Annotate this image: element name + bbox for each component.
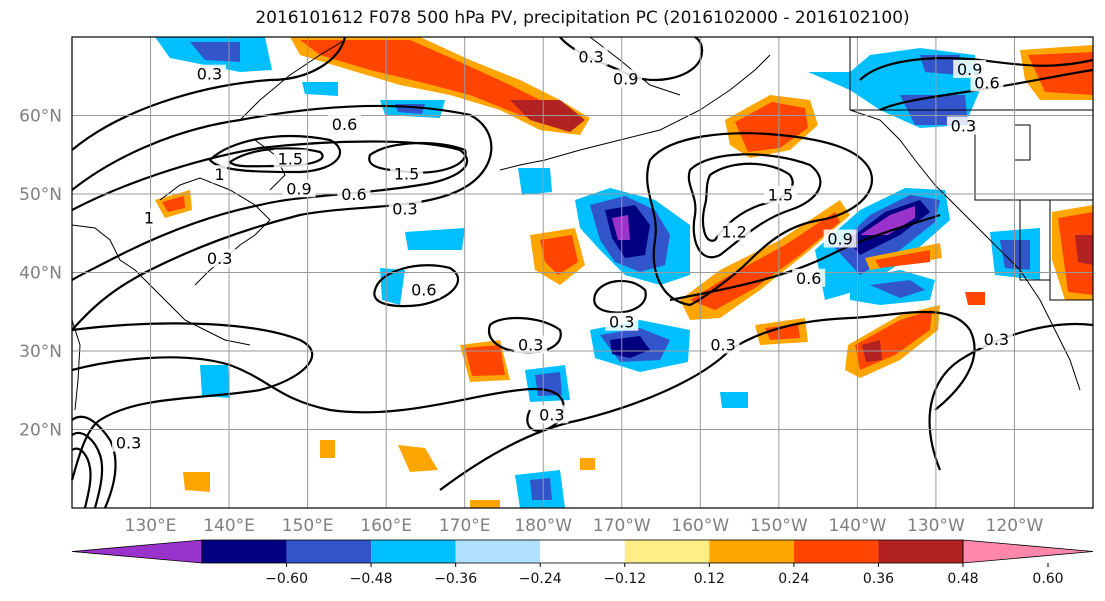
lat-tick-label: 50°N xyxy=(19,185,62,205)
colorbar-tick-label: −0.24 xyxy=(519,571,562,587)
contour-label: 0.6 xyxy=(332,115,357,134)
contour-label: 0.9 xyxy=(827,230,852,249)
contour-label-bg xyxy=(574,47,608,66)
contour-label-bg xyxy=(141,208,157,227)
colorbar-tick-label: −0.36 xyxy=(434,571,477,587)
lon-tick-label: 180°W xyxy=(514,516,572,536)
contour-label: 0.3 xyxy=(710,336,735,355)
colorbar-tick-label: 0.24 xyxy=(778,571,809,587)
colorbar-tick-label: 0.48 xyxy=(947,571,978,587)
lon-tick-label: 130°W xyxy=(907,516,965,536)
contour-label: 0.6 xyxy=(341,185,366,204)
lon-tick-label: 160°W xyxy=(671,516,729,536)
contour-label: 0.6 xyxy=(796,269,821,288)
colorbar-swatch xyxy=(540,540,625,563)
contour-label-bg xyxy=(388,199,422,218)
lat-tick-label: 30°N xyxy=(19,342,62,362)
colorbar-tick-label: 0.12 xyxy=(694,571,725,587)
contour-label-bg xyxy=(514,335,548,354)
lon-tick-label: 150°E xyxy=(282,516,334,536)
contour-label: 1 xyxy=(215,165,225,184)
contour-label-bg xyxy=(706,335,740,354)
contour-label-bg xyxy=(605,312,639,331)
contour-label-bg xyxy=(337,184,371,203)
contour-label: 0.3 xyxy=(984,330,1009,349)
contour-label-bg xyxy=(273,149,307,168)
contour-label-bg xyxy=(792,268,826,287)
lon-tick-label: 170°E xyxy=(439,516,491,536)
contour-label: 0.3 xyxy=(609,313,634,332)
contour-label: 0.9 xyxy=(286,179,311,198)
colorbar-swatch xyxy=(371,540,456,563)
contour-label: 0.3 xyxy=(392,200,417,219)
colorbar-swatch xyxy=(624,540,710,563)
colorbar-low-extend xyxy=(71,539,203,564)
graticule xyxy=(72,37,1093,508)
contour-label-bg xyxy=(717,222,751,241)
contour-label: 0.3 xyxy=(207,249,232,268)
contour-label-bg xyxy=(823,229,857,248)
contour-label: 0.3 xyxy=(539,405,564,424)
contour-label: 1.5 xyxy=(394,164,419,183)
contour-label: 0.3 xyxy=(518,336,543,355)
lon-tick-label: 140°W xyxy=(829,516,887,536)
political-boundaries xyxy=(849,37,1093,301)
contour-label: 0.3 xyxy=(951,116,976,135)
colorbar-outline xyxy=(201,539,964,564)
contour-label: 0.6 xyxy=(974,73,999,92)
contour-label-bg xyxy=(203,249,237,268)
contour-label-bg xyxy=(535,405,569,424)
latitude-labels: 60°N 50°N 40°N 30°N 20°N xyxy=(19,107,62,441)
contour-label-bg xyxy=(946,116,980,135)
lon-tick-label: 170°W xyxy=(593,516,651,536)
contour-label: 0.9 xyxy=(613,69,638,88)
map-frame xyxy=(71,36,1094,509)
colorbar-tick-label: 0.60 xyxy=(1032,571,1063,587)
colorbar-swatch xyxy=(878,540,963,563)
colorbar-swatch xyxy=(202,540,287,563)
lat-tick-label: 40°N xyxy=(19,264,62,284)
contour-label: 1.2 xyxy=(721,222,746,241)
contour-label-bg xyxy=(407,280,441,299)
contour-label-bg xyxy=(979,330,1013,349)
contour-label-bg xyxy=(970,73,1004,92)
contour-label: 0.3 xyxy=(116,434,141,453)
colorbar: −0.60 −0.48 −0.36 −0.24 −0.12 0.12 0.24 0.36 0.4… xyxy=(71,539,1094,587)
colorbar-swatch xyxy=(286,540,372,563)
lat-tick-label: 20°N xyxy=(19,421,62,441)
contour-label: 1 xyxy=(144,208,154,227)
lon-tick-label: 160°E xyxy=(360,516,412,536)
colorbar-tick-label: −0.48 xyxy=(350,571,393,587)
contour-labels: 0.3 0.6 1.5 1.5 1 0.9 0.6 0.3 1 0.3 0.6 0.3 0.3 0.3 0.… xyxy=(112,47,1013,453)
contour-label-bg xyxy=(212,165,228,184)
colorbar-swatch xyxy=(793,540,879,563)
contour-label: 1.5 xyxy=(278,149,303,168)
contour-label: 1.5 xyxy=(768,186,793,205)
map-title: 2016101612 F078 500 hPa PV, precipitatio… xyxy=(255,8,910,28)
contour-label: 0.6 xyxy=(411,281,436,300)
colorbar-tick-label: 0.36 xyxy=(863,571,894,587)
contour-label: 0.3 xyxy=(197,65,222,84)
lon-tick-label: 140°E xyxy=(203,516,255,536)
contour-label-bg xyxy=(192,64,226,83)
colorbar-tick-label: −0.12 xyxy=(603,571,646,587)
colorbar-high-extend xyxy=(962,539,1094,564)
lon-tick-label: 120°W xyxy=(986,516,1044,536)
contour-label-bg xyxy=(112,433,146,452)
colorbar-swatch xyxy=(455,540,541,563)
contour-label: 0.3 xyxy=(578,47,603,66)
colorbar-swatch xyxy=(709,540,794,563)
lon-tick-label: 150°W xyxy=(750,516,808,536)
contour-label-bg xyxy=(282,179,316,198)
contour-label-bg xyxy=(763,185,797,204)
colorbar-tick-label: −0.60 xyxy=(265,571,308,587)
contour-label-bg xyxy=(609,69,643,88)
longitude-labels: 130°E 140°E 150°E 160°E 170°E 180°W 170°W 160°W… xyxy=(125,516,1044,536)
lat-tick-label: 60°N xyxy=(19,107,62,127)
contour-label-bg xyxy=(390,164,424,183)
lon-tick-label: 130°E xyxy=(125,516,177,536)
contour-label-bg xyxy=(328,114,362,133)
